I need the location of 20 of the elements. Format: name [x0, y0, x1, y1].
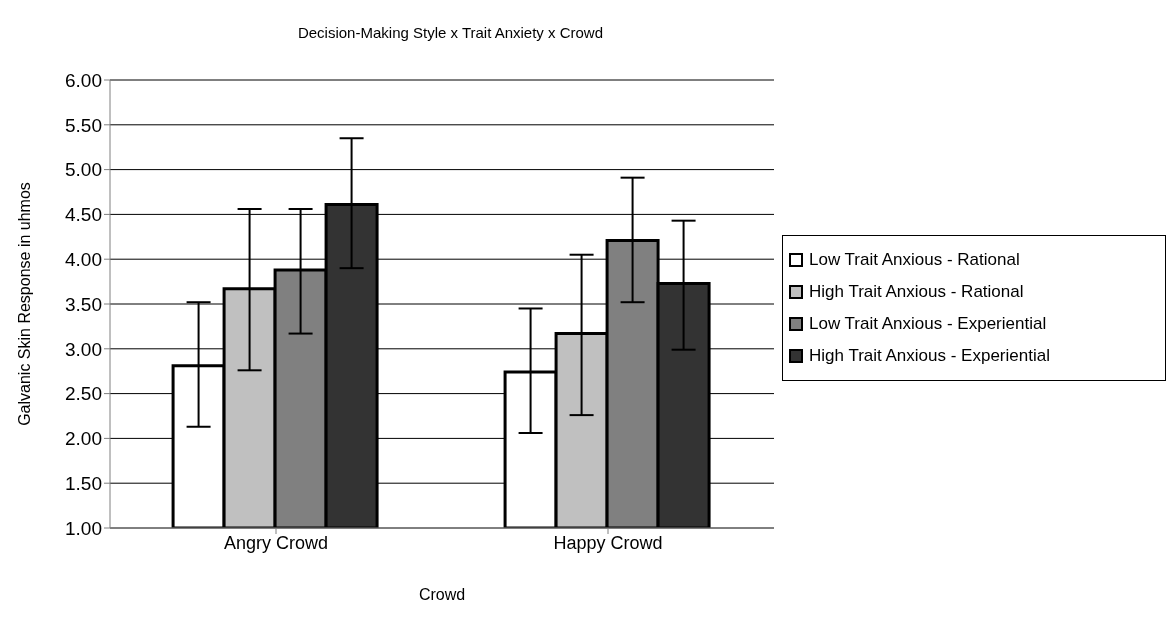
legend-label: Low Trait Anxious - Rational [809, 249, 1020, 271]
legend-label: High Trait Anxious - Experiential [809, 345, 1050, 367]
y-tick-label: 3.50 [65, 293, 102, 315]
y-tick-label: 2.00 [65, 428, 102, 450]
chart-title: Decision-Making Style x Trait Anxiety x Crowd [296, 24, 605, 41]
y-tick-label: 5.50 [65, 114, 102, 136]
y-tick-label: 1.50 [65, 472, 102, 494]
x-axis-title: Crowd [418, 586, 466, 603]
x-tick-label: Angry Crowd [223, 532, 329, 553]
y-tick-label: 5.00 [65, 159, 102, 181]
y-tick-label: 3.00 [65, 338, 102, 360]
y-tick-label: 1.00 [65, 517, 102, 539]
x-tick-label: Happy Crowd [553, 532, 663, 553]
legend-label: Low Trait Anxious - Experiential [809, 313, 1047, 335]
y-tick-label: 6.00 [65, 69, 102, 91]
legend-label: High Trait Anxious - Rational [809, 281, 1024, 303]
y-tick-label: 4.00 [65, 248, 102, 270]
y-tick-label: 2.50 [65, 383, 102, 405]
y-axis-title: Galvanic Skin Response in uhmos [15, 182, 33, 426]
y-tick-label: 4.50 [65, 204, 102, 226]
